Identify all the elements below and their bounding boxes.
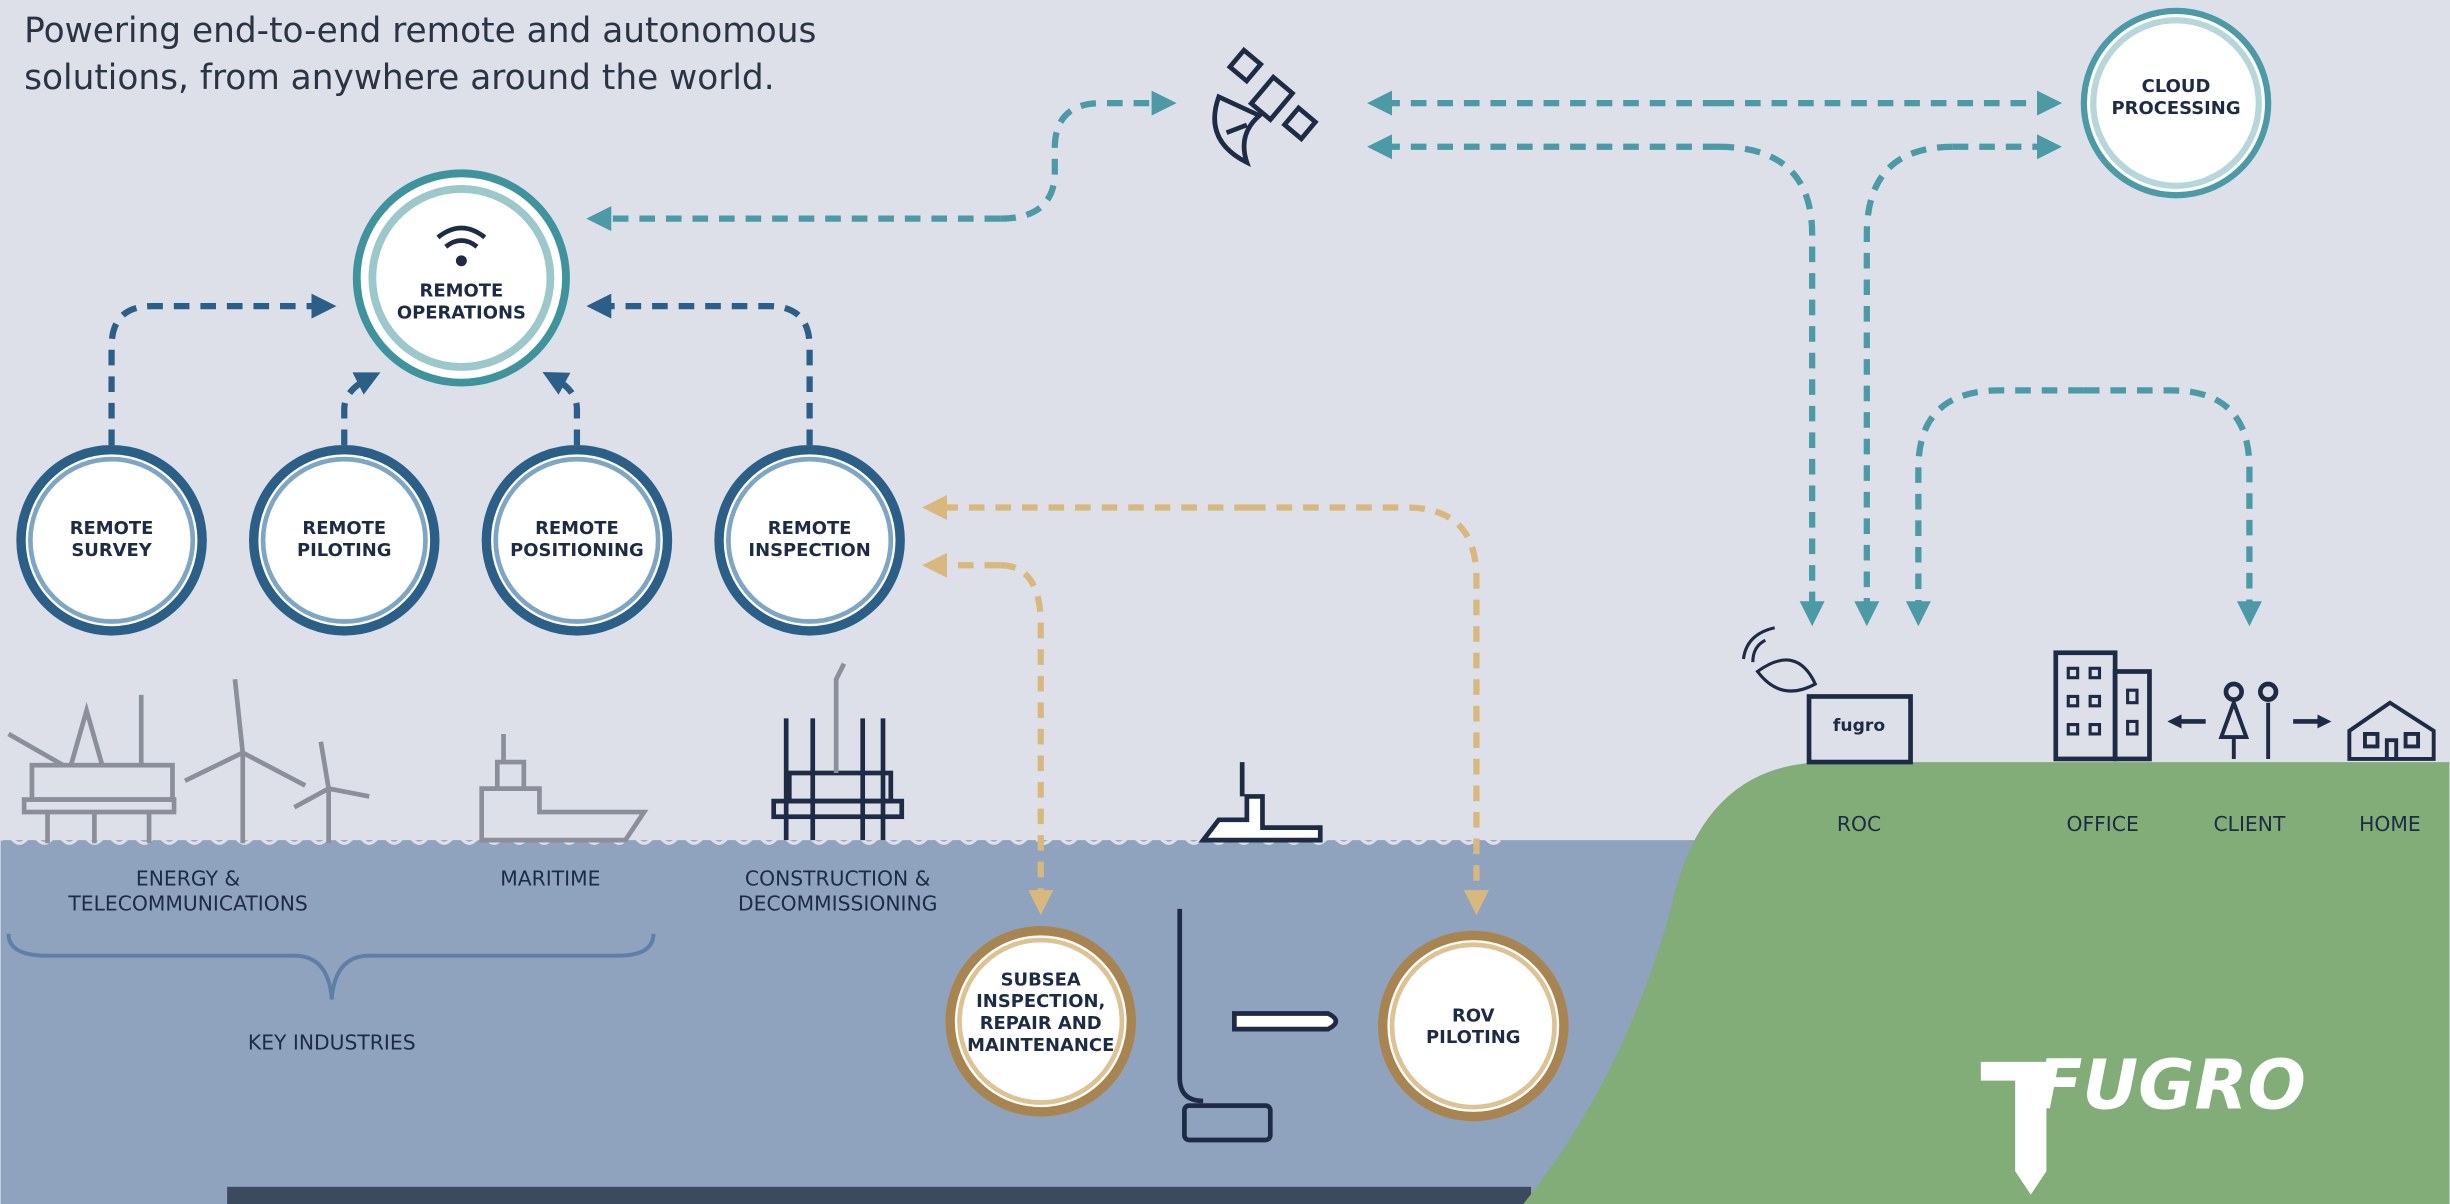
node-rov-piloting-part-text: PILOTING (1426, 1027, 1521, 1048)
location-labels-text: OFFICE (2066, 812, 2138, 836)
node-remote-survey-part-text: REMOTE (70, 518, 154, 539)
node-remote-survey-part-text: SURVEY (71, 540, 152, 561)
node-cloud-processing-part-text: PROCESSING (2111, 98, 2240, 119)
key-industries: KEY INDUSTRIES (248, 1030, 416, 1054)
node-remote-operations-part-text: OPERATIONS (397, 303, 526, 324)
seabed-bar (227, 1187, 1531, 1204)
node-remote-operations-part-text: REMOTE (420, 281, 504, 302)
node-subsea-irm-part-text: INSPECTION, (976, 991, 1105, 1012)
node-remote-operations-part (372, 189, 550, 367)
industry-labels-part-text: TELECOMMUNICATIONS (67, 891, 307, 915)
node-subsea-irm-part-text: REPAIR AND (980, 1013, 1102, 1034)
node-remote-positioning-part-text: REMOTE (535, 518, 619, 539)
industry-labels-part: CONSTRUCTION &DECOMMISSIONING (738, 866, 937, 915)
node-cloud-processing-part-text: CLOUD (2142, 76, 2211, 97)
location-labels-text: HOME (2359, 812, 2421, 836)
headline-line: Powering end-to-end remote and autonomou… (24, 11, 816, 51)
node-subsea-irm-part-text: SUBSEA (1001, 969, 1081, 990)
node-remote-positioning-part-text: POSITIONING (510, 540, 644, 561)
location-labels-text: ROC (1837, 812, 1881, 836)
node-subsea-irm-part-text: MAINTENANCE (967, 1035, 1114, 1056)
node-cloud-processing: CLOUDPROCESSING (2084, 11, 2268, 195)
node-remote-operations-part (456, 255, 467, 266)
industry-labels-part-text: MARITIME (500, 866, 600, 890)
industry-labels-part: MARITIME (500, 866, 600, 890)
node-remote-inspection-part-text: INSPECTION (748, 540, 870, 561)
node-remote-positioning: REMOTEPOSITIONING (486, 450, 667, 631)
location-labels-text: CLIENT (2213, 812, 2285, 836)
industry-labels-part-text: ENERGY & (136, 866, 241, 890)
diagram: Powering end-to-end remote and autonomou… (0, 0, 2450, 1204)
fugro-logo-text: FUGRO (2035, 1046, 2305, 1126)
headline-line: solutions, from anywhere around the worl… (24, 58, 775, 98)
industry-labels-part-text: CONSTRUCTION & (745, 866, 931, 890)
roc-sign: fugro (1833, 716, 1885, 736)
node-remote-inspection-part-text: REMOTE (768, 518, 852, 539)
node-remote-piloting-part-text: REMOTE (302, 518, 386, 539)
rov-icon-part (1234, 1013, 1336, 1029)
industry-labels-part-text: DECOMMISSIONING (738, 891, 937, 915)
node-remote-piloting-part-text: PILOTING (297, 540, 392, 561)
node-rov-piloting-part-text: ROV (1452, 1005, 1495, 1026)
